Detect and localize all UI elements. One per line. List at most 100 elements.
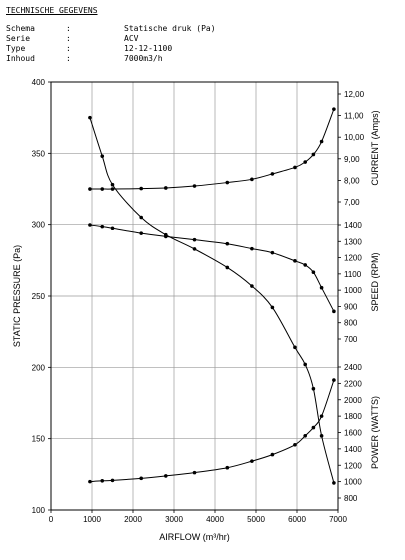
data-point-left <box>192 247 197 251</box>
data-point-power <box>100 479 105 483</box>
y-tick-label: 400 <box>32 78 46 87</box>
data-point-speed <box>332 309 336 314</box>
x-tick-label: 7000 <box>329 515 347 524</box>
data-point-speed <box>250 246 254 251</box>
spec-row: Schema : Statische druk (Pa) <box>6 24 216 34</box>
spec-sep: : <box>66 34 71 43</box>
right-tick-label: 8,00 <box>344 176 360 185</box>
spec-value: Statische druk (Pa) <box>124 24 216 33</box>
spec-key: Inhoud <box>6 54 35 63</box>
data-point-current <box>192 184 197 188</box>
y-tick-label: 150 <box>32 435 46 444</box>
spec-sep: : <box>66 44 71 53</box>
data-point-power <box>88 479 92 484</box>
y-tick-label: 100 <box>32 506 46 515</box>
data-point-current <box>332 107 336 111</box>
spec-row: Serie : ACV <box>6 34 216 44</box>
right-tick-label: 12,00 <box>344 90 365 99</box>
data-point-current <box>311 152 316 157</box>
data-point-left <box>293 345 297 350</box>
x-tick-label: 5000 <box>247 515 265 524</box>
data-point-current <box>139 186 143 191</box>
x-tick-label: 6000 <box>288 515 306 524</box>
spec-row: Type : 12-12-1100 <box>6 44 216 54</box>
spec-value: 7000m3/h <box>124 54 163 63</box>
data-point-left <box>319 434 324 438</box>
data-point-left <box>311 386 316 391</box>
axes: 0 1000 2000 3000 4000 5000 6000 7000 100 150 200 25… <box>12 78 380 542</box>
right-tick-label: 2200 <box>344 379 362 388</box>
data-point-speed <box>319 285 324 290</box>
spec-key: Serie <box>6 34 31 43</box>
data-point-current <box>100 187 105 191</box>
y-tick-label: 250 <box>32 292 46 301</box>
x-tick-label: 1000 <box>83 515 101 524</box>
data-point-speed <box>311 270 316 275</box>
x-tick-label: 0 <box>49 515 54 524</box>
right-tick-label: 1800 <box>344 412 362 421</box>
y-tick-label: 200 <box>32 363 46 372</box>
data-point-speed <box>88 223 92 227</box>
data-point-current <box>88 187 92 191</box>
data-point-left <box>332 481 336 485</box>
spec-sep: : <box>66 54 71 63</box>
data-point-left <box>100 154 105 158</box>
right-tick-label: 2400 <box>344 363 362 372</box>
data-point-current <box>303 160 308 164</box>
right-tick-label: 1000 <box>344 286 362 295</box>
data-point-left <box>110 182 115 187</box>
data-point-power <box>192 470 197 475</box>
right-tick-label: 1100 <box>344 270 362 279</box>
data-point-left <box>270 305 275 310</box>
right-tick-label: 9,00 <box>344 155 360 164</box>
x-tick-label: 3000 <box>165 515 183 524</box>
right-tick-label: 1200 <box>344 254 362 263</box>
data-point-current <box>270 172 275 176</box>
data-point-speed <box>100 224 105 229</box>
data-point-speed <box>293 259 297 263</box>
data-point-power <box>139 476 143 481</box>
right-tick-label: 1000 <box>344 478 362 487</box>
right-tick-label: 900 <box>344 302 358 311</box>
data-point-power <box>225 465 230 470</box>
data-point-left <box>303 362 308 367</box>
right-tick-label: 700 <box>344 335 358 344</box>
spec-sep: : <box>66 24 71 33</box>
data-point-speed <box>164 234 168 239</box>
data-point-power <box>164 474 168 478</box>
data-point-power <box>319 414 324 418</box>
data-point-power <box>303 433 308 438</box>
right-axis-title: CURRENT (Amps) <box>370 110 380 185</box>
data-point-speed <box>270 250 275 255</box>
right-tick-label: 1400 <box>344 221 362 230</box>
right-tick-label: 11,00 <box>344 112 364 121</box>
y-axis-title: STATIC PRESSURE (Pa) <box>12 245 22 347</box>
y-tick-label: 350 <box>32 149 46 158</box>
data-point-current <box>319 139 324 144</box>
right-tick-label: 7,00 <box>344 198 360 207</box>
data-point-current <box>225 180 230 185</box>
series-group <box>88 107 336 485</box>
spec-value: ACV <box>124 34 139 43</box>
data-point-power <box>270 452 275 457</box>
data-point-left <box>225 265 230 270</box>
right-tick-label: 10,00 <box>344 133 365 142</box>
header-title: TECHNISCHE GEGEVENS <box>6 6 98 15</box>
data-point-power <box>332 378 336 382</box>
data-point-power <box>293 442 297 447</box>
x-tick-label: 2000 <box>124 515 142 524</box>
data-point-speed <box>192 237 197 242</box>
data-point-left <box>88 115 92 120</box>
right-tick-label: 1300 <box>344 237 362 246</box>
x-axis-title: AIRFLOW (m³/hr) <box>159 532 230 542</box>
series-line-left <box>89 117 335 484</box>
data-point-current <box>293 165 297 170</box>
x-tick-label: 4000 <box>206 515 224 524</box>
spec-table: Schema : Statische druk (Pa) Serie : ACV… <box>6 24 216 64</box>
data-point-power <box>110 478 115 483</box>
data-point-left <box>139 215 143 220</box>
technical-data-header: TECHNISCHE GEGEVENS Schema : Statische d… <box>6 6 216 64</box>
right-tick-label: 800 <box>344 319 358 328</box>
data-point-power <box>311 425 316 430</box>
